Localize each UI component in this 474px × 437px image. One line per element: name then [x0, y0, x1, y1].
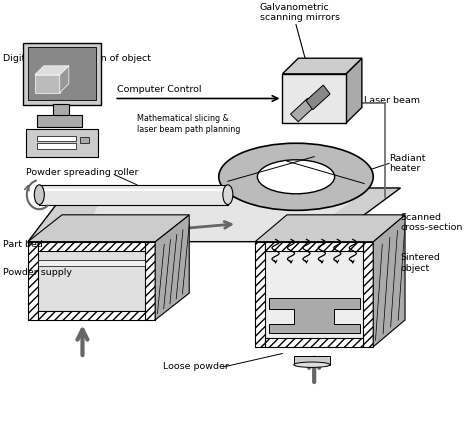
Text: Mathematical slicing &
laser beam path planning: Mathematical slicing & laser beam path p…	[137, 114, 240, 134]
Bar	[145, 242, 155, 320]
Text: Laser beam: Laser beam	[364, 96, 420, 105]
Bar	[53, 104, 69, 116]
Text: Galvanometric
scanning mirrors: Galvanometric scanning mirrors	[260, 3, 340, 22]
Polygon shape	[28, 188, 401, 242]
Ellipse shape	[257, 160, 335, 194]
Bar	[255, 242, 265, 347]
Polygon shape	[373, 215, 405, 347]
Polygon shape	[306, 85, 330, 110]
Polygon shape	[283, 58, 362, 74]
Text: Powder supply: Powder supply	[3, 268, 72, 277]
Bar	[363, 242, 373, 347]
Text: Powder spreading roller: Powder spreading roller	[26, 167, 138, 177]
Bar	[283, 74, 346, 123]
Bar	[265, 250, 363, 338]
Text: Computer Control: Computer Control	[118, 85, 202, 94]
Polygon shape	[269, 298, 360, 333]
Ellipse shape	[223, 185, 233, 205]
Bar	[80, 136, 89, 143]
Bar	[38, 311, 145, 320]
Polygon shape	[255, 215, 405, 242]
Bar	[28, 242, 38, 320]
Bar	[294, 356, 330, 365]
Text: Sintered
object: Sintered object	[401, 253, 440, 273]
Bar	[37, 143, 76, 149]
Text: Part bed: Part bed	[3, 240, 43, 250]
Polygon shape	[291, 98, 315, 122]
Bar	[26, 129, 99, 156]
Ellipse shape	[219, 143, 373, 210]
Text: Radiant
heater: Radiant heater	[389, 154, 426, 173]
Bar	[23, 42, 100, 105]
Ellipse shape	[34, 185, 44, 205]
Bar	[38, 260, 145, 266]
Bar	[37, 135, 76, 141]
Text: Digital representation of object: Digital representation of object	[3, 54, 151, 62]
Bar	[28, 47, 96, 100]
Text: Scanned
cross-section: Scanned cross-section	[401, 213, 463, 232]
Text: Loose powder: Loose powder	[163, 362, 229, 371]
Polygon shape	[82, 199, 355, 241]
Polygon shape	[346, 58, 362, 123]
Bar	[38, 250, 145, 311]
Bar	[37, 115, 82, 127]
Polygon shape	[155, 215, 189, 320]
Polygon shape	[35, 75, 60, 93]
Polygon shape	[60, 66, 69, 93]
Bar	[38, 242, 145, 250]
Polygon shape	[28, 215, 189, 242]
Polygon shape	[35, 66, 69, 75]
Bar	[39, 185, 228, 205]
Ellipse shape	[294, 362, 330, 368]
Bar	[265, 338, 363, 347]
Bar	[265, 242, 363, 250]
